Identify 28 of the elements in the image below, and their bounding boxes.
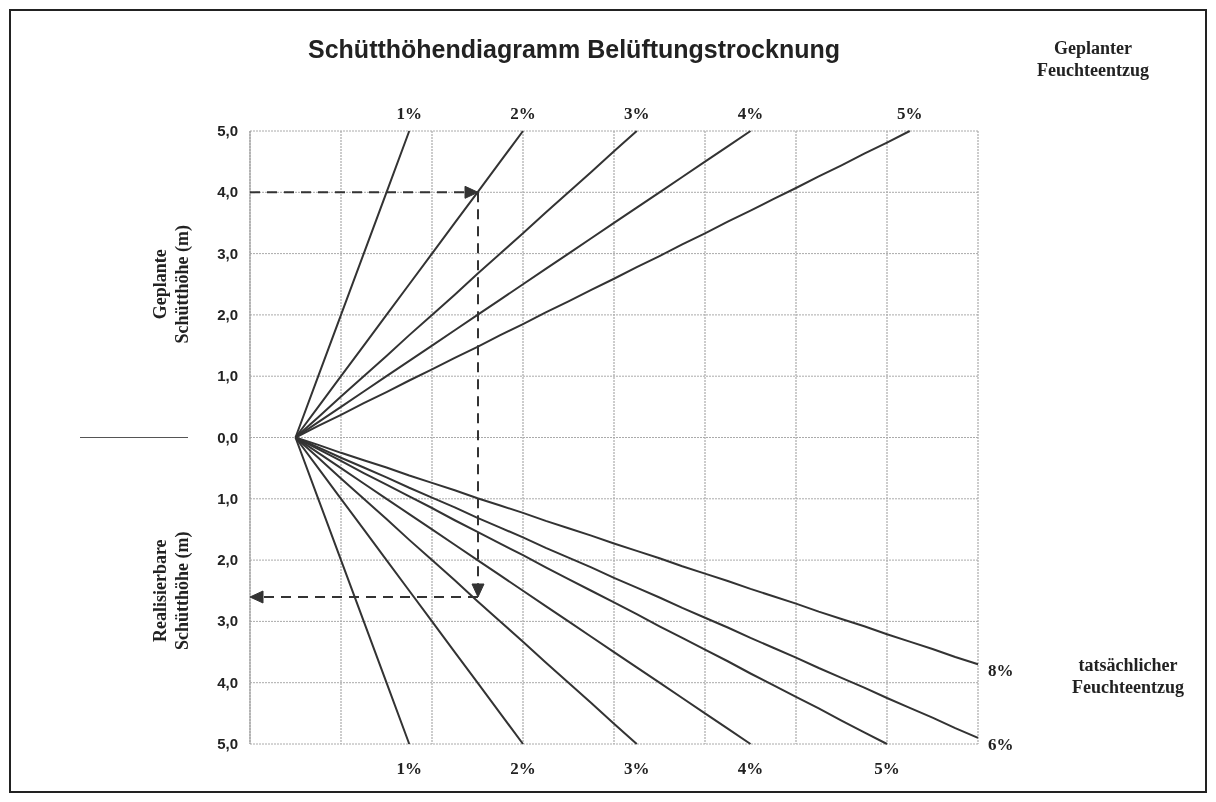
series-label: 5% [897,104,923,123]
y-tick-label: 1,0 [217,367,238,385]
y-tick-label: 5,0 [217,122,238,139]
series-label: 8% [988,661,1014,681]
y-tick-label: 2,0 [217,551,238,569]
series-label: 5% [874,759,900,778]
series-label: 4% [737,759,764,778]
series-label: 3% [624,759,650,778]
y-tick-label: 3,0 [217,612,238,630]
series-label: 3% [624,104,650,123]
series-label: 6% [988,734,1014,754]
series-label: 4% [737,104,764,123]
y-tick-label: 4,0 [217,183,238,201]
y-tick-label: 4,0 [217,673,238,691]
y-tick-label: 0,0 [217,428,238,446]
text: Geplanter Feuchteentzug [1037,38,1149,80]
y-tick-label: 1,0 [217,489,238,507]
text: Realisierbare Schütthöhe (m) [150,531,193,651]
y-tick-label: 3,0 [217,244,238,262]
series-label: 1% [396,759,422,778]
y-axis-title: Geplante Schütthöhe (m) [150,224,193,344]
series-label: 2% [510,104,536,123]
series-label: 1% [396,104,422,123]
chart-title: Schütthöhendiagramm Belüftungstrocknung [308,35,840,63]
text: tatsächlicher Feuchteentzug [1072,655,1184,697]
series-label: 2% [510,759,536,778]
y-tick-label: 5,0 [217,735,238,752]
y-tick-label: 2,0 [217,305,238,323]
